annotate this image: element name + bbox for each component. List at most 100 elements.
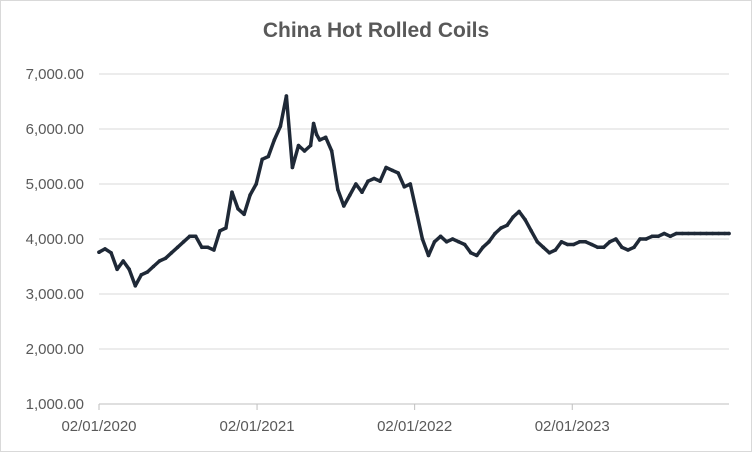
y-tick-label: 7,000.00 <box>26 66 84 83</box>
data-point <box>680 231 685 236</box>
data-point <box>583 240 588 244</box>
data-point <box>396 171 401 175</box>
data-point <box>668 234 673 239</box>
data-point <box>308 143 313 148</box>
data-point <box>133 284 138 288</box>
data-point <box>698 231 703 236</box>
data-point <box>266 154 271 159</box>
data-point <box>547 251 552 255</box>
data-point <box>704 231 709 236</box>
y-tick-label: 6,000.00 <box>26 121 84 138</box>
y-tick-label: 3,000.00 <box>26 286 84 303</box>
data-point <box>311 121 316 126</box>
data-point <box>384 165 388 170</box>
data-point <box>224 226 228 230</box>
y-tick-label: 4,000.00 <box>26 231 84 248</box>
data-point <box>692 231 697 236</box>
data-point <box>438 234 443 239</box>
data-point <box>290 165 295 170</box>
data-point <box>450 237 455 241</box>
data-point <box>248 193 252 197</box>
chart-title: China Hot Rolled Coils <box>262 19 490 42</box>
data-point <box>169 251 174 255</box>
data-point <box>487 240 491 244</box>
data-point <box>444 240 449 244</box>
data-point <box>314 132 319 137</box>
data-point <box>329 149 334 153</box>
x-tick-label: 02/01/2023 <box>535 418 610 435</box>
data-point <box>206 245 210 250</box>
data-point <box>157 259 162 263</box>
data-point <box>469 251 473 255</box>
label-layer: 1,000.00 2,000.00 3,000.00 4,000.00 5,000.00… <box>26 66 610 435</box>
data-point <box>323 135 328 140</box>
data-point <box>511 215 515 219</box>
data-point <box>109 251 113 255</box>
data-point <box>529 229 533 233</box>
data-point <box>212 248 216 252</box>
data-point <box>317 138 322 142</box>
data-point <box>565 242 570 247</box>
data-point <box>236 207 240 211</box>
data-point <box>559 240 564 244</box>
data-point <box>408 182 413 186</box>
data-point <box>97 250 101 254</box>
data-point <box>420 237 425 241</box>
data-point <box>193 234 198 239</box>
data-point <box>175 245 180 250</box>
y-tick-label: 2,000.00 <box>26 341 84 358</box>
data-point <box>145 270 150 274</box>
data-point <box>632 245 636 250</box>
data-point <box>230 190 234 194</box>
data-point <box>200 245 204 250</box>
data-point <box>475 253 479 258</box>
data-point <box>218 229 222 233</box>
data-point <box>535 240 540 244</box>
series-layer <box>97 94 731 288</box>
x-tick-label: 02/01/2022 <box>377 418 452 435</box>
data-point <box>710 231 715 236</box>
data-point <box>614 237 618 241</box>
data-point <box>372 176 376 181</box>
data-point <box>638 237 642 241</box>
data-point <box>426 253 431 258</box>
axis-layer <box>98 403 729 410</box>
data-point <box>517 209 521 214</box>
data-point <box>348 193 352 197</box>
data-point <box>595 245 600 250</box>
data-point <box>589 242 594 247</box>
data-point <box>163 256 168 261</box>
data-point <box>360 190 364 194</box>
data-point <box>722 231 727 236</box>
data-point <box>254 182 258 186</box>
data-point <box>354 182 358 186</box>
data-point <box>139 273 144 277</box>
data-point <box>456 240 461 244</box>
data-point <box>115 267 119 272</box>
data-point <box>302 149 307 153</box>
data-point <box>626 248 630 252</box>
data-point <box>414 209 419 214</box>
data-point <box>656 234 660 239</box>
data-point <box>571 242 576 247</box>
data-point <box>103 247 107 251</box>
data-point <box>727 231 731 236</box>
data-point <box>608 240 612 244</box>
data-point <box>342 204 346 208</box>
data-point <box>151 264 156 269</box>
data-point <box>336 187 340 192</box>
data-point <box>378 179 382 183</box>
data-point <box>284 94 289 98</box>
data-point <box>541 245 546 250</box>
y-tick-label: 5,000.00 <box>26 176 84 193</box>
data-point <box>644 237 648 241</box>
data-point <box>296 143 301 148</box>
data-point <box>260 157 265 162</box>
data-point <box>462 242 467 247</box>
data-point <box>505 223 509 228</box>
data-point <box>577 240 582 244</box>
x-tick-label: 02/01/2021 <box>220 418 295 435</box>
data-point <box>674 231 679 236</box>
y-tick-label: 1,000.00 <box>26 396 84 413</box>
